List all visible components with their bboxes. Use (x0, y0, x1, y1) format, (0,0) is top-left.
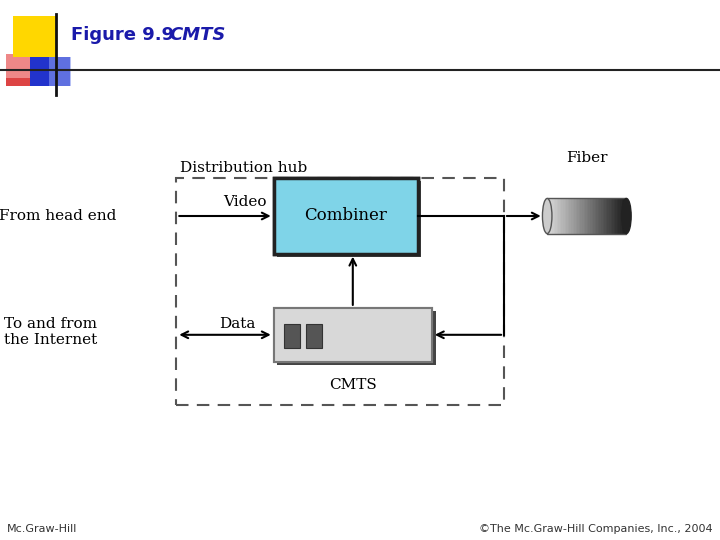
Text: Combiner: Combiner (304, 207, 387, 225)
Bar (603, 198, 605, 233)
Text: CMTS: CMTS (329, 378, 377, 392)
Text: From head end: From head end (0, 209, 117, 223)
Bar (284, 324, 300, 348)
Text: Figure 9.9: Figure 9.9 (71, 26, 174, 44)
Bar (547, 198, 549, 233)
Bar (568, 198, 570, 233)
Bar (277, 181, 421, 256)
Ellipse shape (621, 198, 631, 233)
Bar (584, 198, 586, 233)
Bar (30, 57, 70, 86)
Bar (277, 310, 436, 365)
Bar (6, 54, 31, 78)
Bar (620, 198, 622, 233)
Bar (579, 198, 581, 233)
Text: To and from
the Internet: To and from the Internet (4, 317, 97, 347)
Bar (606, 198, 608, 233)
Bar (274, 308, 432, 362)
Bar (604, 198, 606, 233)
Bar (13, 16, 56, 57)
Bar (616, 198, 618, 233)
Bar (598, 198, 600, 233)
Bar (601, 198, 603, 233)
Bar (566, 198, 569, 233)
Bar (547, 198, 626, 233)
Bar (552, 198, 554, 233)
Bar (564, 198, 567, 233)
Bar (306, 324, 322, 348)
Bar (577, 198, 580, 233)
Bar (557, 198, 559, 233)
Text: Data: Data (220, 317, 256, 331)
Bar (274, 178, 418, 254)
Text: CMTS: CMTS (169, 26, 225, 44)
Bar (572, 198, 575, 233)
Bar (592, 198, 594, 233)
Bar (6, 54, 40, 86)
Bar (562, 198, 564, 233)
Bar (596, 198, 598, 233)
Bar (593, 198, 595, 233)
Bar (274, 308, 432, 362)
Text: Mc.Graw-Hill: Mc.Graw-Hill (7, 523, 78, 534)
Bar (608, 198, 610, 233)
Bar (549, 198, 551, 233)
Bar (274, 178, 418, 254)
Bar (560, 198, 562, 233)
Bar (611, 198, 613, 233)
Bar (617, 198, 619, 233)
Bar (580, 198, 582, 233)
Text: Video: Video (223, 195, 266, 210)
Ellipse shape (542, 198, 552, 233)
Bar (590, 198, 593, 233)
Bar (618, 198, 621, 233)
Bar (625, 198, 627, 233)
Bar (624, 198, 626, 233)
Bar (176, 178, 504, 405)
Bar (576, 198, 578, 233)
Bar (621, 198, 624, 233)
Bar (555, 198, 557, 233)
Bar (550, 198, 553, 233)
Bar (49, 57, 71, 86)
Bar (588, 198, 590, 233)
Bar (595, 198, 597, 233)
Bar (612, 198, 614, 233)
Bar (554, 198, 556, 233)
Bar (563, 198, 565, 233)
Bar (558, 198, 561, 233)
Bar (574, 198, 577, 233)
Text: Fiber: Fiber (566, 151, 608, 165)
Bar (600, 198, 602, 233)
Text: Distribution hub: Distribution hub (180, 161, 307, 176)
Bar (585, 198, 588, 233)
Bar (609, 198, 611, 233)
Bar (570, 198, 572, 233)
Bar (613, 198, 616, 233)
Bar (587, 198, 589, 233)
Bar (571, 198, 573, 233)
Bar (582, 198, 585, 233)
Text: ©The Mc.Graw-Hill Companies, Inc., 2004: ©The Mc.Graw-Hill Companies, Inc., 2004 (480, 523, 713, 534)
